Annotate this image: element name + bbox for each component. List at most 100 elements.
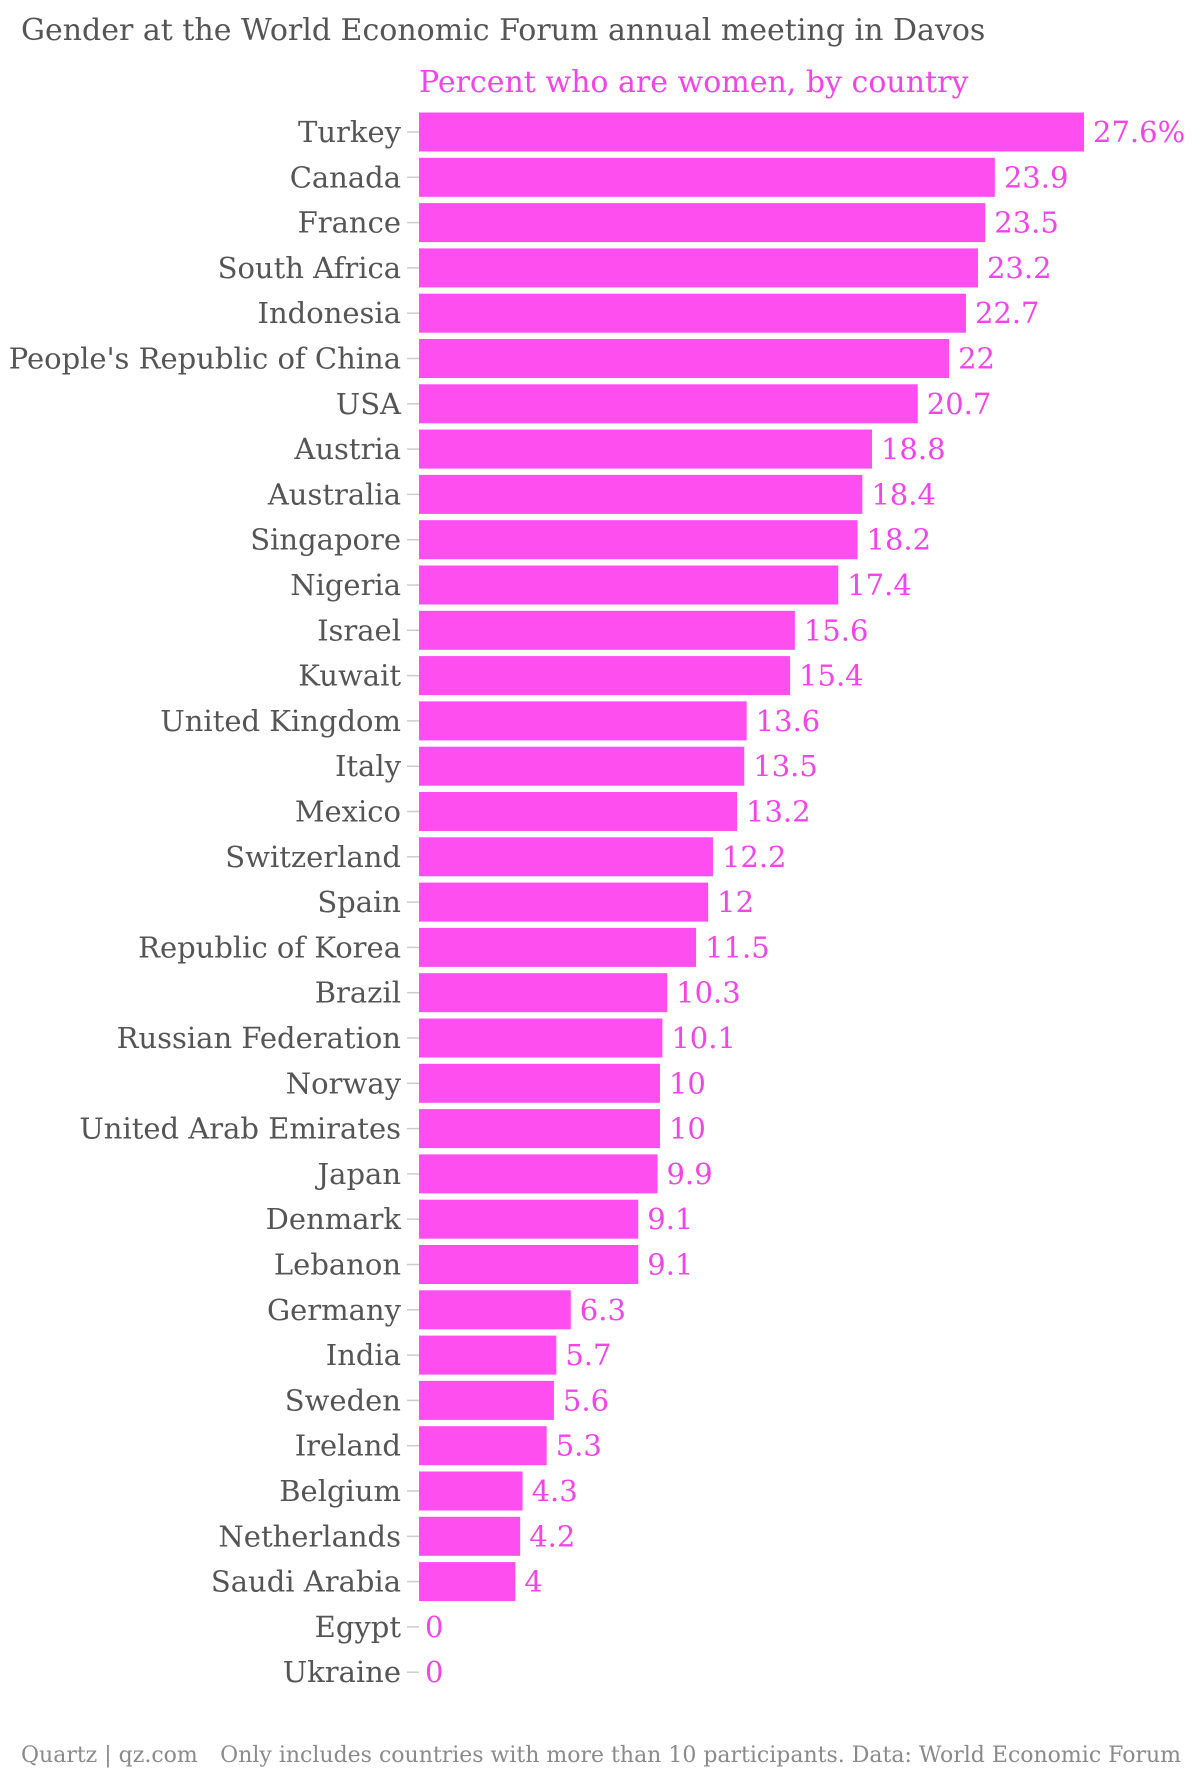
value-label: 5.3 — [556, 1429, 602, 1463]
bar — [419, 1426, 547, 1466]
category-label: Republic of Korea — [138, 930, 401, 964]
bar — [419, 746, 745, 786]
category-label: Switzerland — [225, 840, 401, 874]
bar — [419, 973, 668, 1013]
value-label: 9.1 — [647, 1248, 693, 1282]
category-label: Belgium — [279, 1474, 401, 1508]
value-label: 6.3 — [580, 1293, 626, 1327]
value-label: 9.1 — [647, 1202, 693, 1236]
bar — [419, 1562, 516, 1602]
category-label: Ireland — [295, 1429, 401, 1463]
value-label: 23.2 — [987, 251, 1052, 285]
category-label: Mexico — [295, 795, 401, 829]
category-label: India — [326, 1338, 401, 1372]
bar — [419, 520, 858, 560]
category-label: Spain — [317, 885, 401, 919]
value-label: 10 — [669, 1066, 706, 1100]
value-label: 12 — [717, 885, 754, 919]
bar — [419, 203, 986, 243]
category-label: United Arab Emirates — [79, 1112, 401, 1146]
chart-title: Gender at the World Economic Forum annua… — [21, 13, 985, 48]
bar — [419, 837, 713, 877]
category-label: Turkey — [298, 115, 402, 149]
category-label: Austria — [293, 432, 401, 466]
bar — [419, 1290, 571, 1330]
value-label: 5.6 — [563, 1383, 609, 1417]
category-label: United Kingdom — [160, 704, 401, 738]
bar — [419, 1018, 663, 1058]
footer-source: Quartz | qz.com — [21, 1743, 198, 1768]
bar — [419, 112, 1084, 152]
value-label: 23.5 — [994, 206, 1059, 240]
value-label: 23.9 — [1004, 160, 1069, 194]
bar — [419, 1380, 554, 1420]
value-label: 12.2 — [722, 840, 787, 874]
value-label: 15.6 — [804, 613, 869, 647]
bar — [419, 339, 950, 378]
value-label: 10.1 — [671, 1021, 736, 1055]
category-label: France — [298, 206, 401, 240]
category-label: Singapore — [250, 523, 401, 557]
bar — [419, 656, 791, 696]
bar — [419, 1335, 557, 1375]
bar — [419, 1109, 660, 1149]
category-label: Kuwait — [298, 659, 401, 693]
bar — [419, 565, 839, 605]
bar — [419, 157, 995, 197]
category-label: South Africa — [218, 251, 401, 285]
bar — [419, 1471, 523, 1511]
category-label: Brazil — [315, 976, 401, 1010]
value-label: 22.7 — [975, 296, 1040, 330]
value-label: 13.2 — [746, 795, 811, 829]
bar — [419, 474, 863, 514]
value-label: 9.9 — [667, 1157, 713, 1191]
category-label: Lebanon — [274, 1248, 401, 1282]
category-label: Australia — [267, 477, 401, 511]
bar — [419, 293, 966, 333]
category-label: Norway — [286, 1066, 402, 1100]
value-label: 15.4 — [799, 659, 864, 693]
bar — [419, 248, 978, 288]
value-label: 18.8 — [881, 432, 946, 466]
plot-area: Turkey 27.6% Canada 23.9 France 23.5 South Afr… — [9, 112, 1185, 1689]
bar — [419, 610, 795, 650]
value-label: 18.4 — [871, 477, 936, 511]
bar — [419, 1063, 660, 1103]
bar — [419, 927, 697, 967]
bar — [419, 882, 709, 922]
bar — [419, 1245, 639, 1284]
bar — [419, 1516, 521, 1556]
value-label: 11.5 — [705, 930, 770, 964]
value-label: 0 — [425, 1610, 443, 1644]
category-label: Egypt — [315, 1610, 402, 1644]
bar — [419, 701, 747, 741]
value-label: 10.3 — [676, 976, 741, 1010]
value-label: 27.6% — [1093, 115, 1185, 149]
value-label: 18.2 — [867, 523, 932, 557]
category-label: Netherlands — [218, 1519, 401, 1553]
category-label: Italy — [335, 749, 402, 783]
category-label: Denmark — [266, 1202, 402, 1236]
value-label: 13.5 — [753, 749, 818, 783]
category-label: Ukraine — [283, 1655, 401, 1689]
category-label: Germany — [267, 1293, 402, 1327]
value-label: 20.7 — [927, 387, 992, 421]
value-label: 4 — [524, 1565, 542, 1599]
bar — [419, 792, 738, 831]
category-label: Israel — [317, 613, 401, 647]
value-label: 0 — [425, 1655, 443, 1689]
value-label: 10 — [669, 1112, 706, 1146]
category-label: Japan — [315, 1157, 401, 1191]
chart-subtitle: Percent who are women, by country — [419, 65, 968, 100]
category-label: Russian Federation — [117, 1021, 401, 1055]
bar — [419, 429, 872, 469]
footer-note: Only includes countries with more than 1… — [220, 1743, 1181, 1768]
value-label: 4.3 — [532, 1474, 578, 1508]
bar — [419, 1199, 639, 1239]
category-label: Saudi Arabia — [211, 1565, 401, 1599]
value-label: 22 — [958, 342, 995, 376]
category-label: Sweden — [285, 1383, 401, 1417]
value-label: 5.7 — [565, 1338, 611, 1372]
value-label: 4.2 — [529, 1519, 575, 1553]
